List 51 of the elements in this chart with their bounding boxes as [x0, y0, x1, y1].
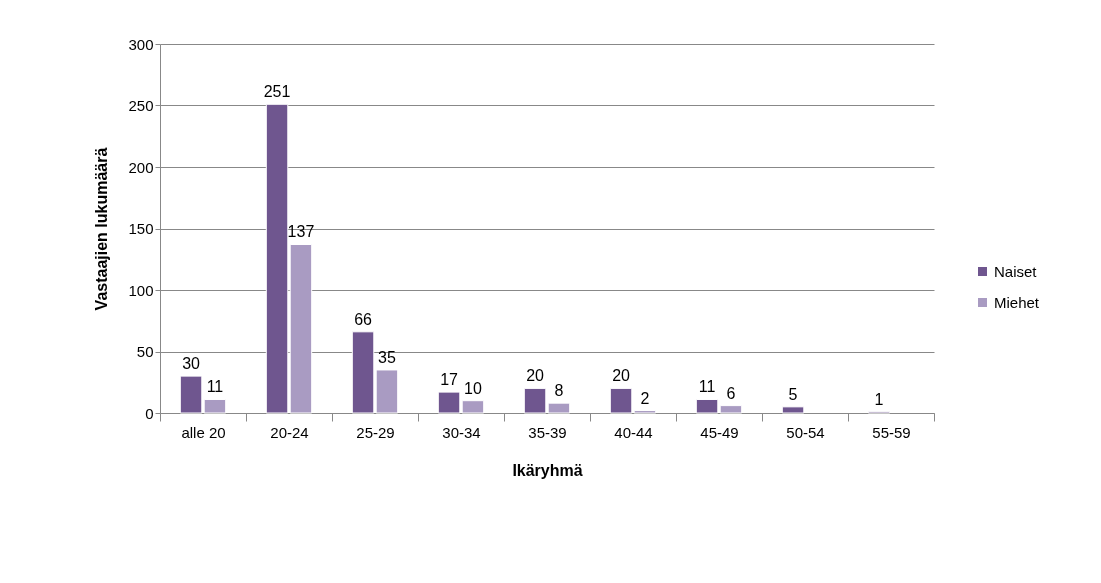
- bar: [547, 402, 571, 414]
- data-label: 1: [874, 390, 884, 408]
- bar: [695, 398, 719, 414]
- data-label: 137: [287, 223, 315, 241]
- x-tick-label: 55-59: [872, 423, 911, 441]
- bar: [375, 369, 399, 414]
- y-axis-title: Vastaajien lukumäärä: [93, 147, 111, 311]
- y-tick-label: 0: [145, 404, 154, 422]
- x-axis-title: Ikäryhmä: [512, 461, 583, 479]
- bar: [351, 331, 375, 414]
- data-label: 251: [263, 83, 291, 101]
- data-label: 11: [698, 378, 716, 396]
- y-tick-label: 300: [128, 35, 154, 53]
- bar: [633, 410, 657, 414]
- legend-label: Naiset: [994, 262, 1038, 280]
- y-tick-label: 100: [128, 281, 154, 299]
- bar: [609, 387, 633, 414]
- data-label: 20: [612, 367, 631, 385]
- bar: [781, 406, 805, 414]
- data-label: 8: [554, 382, 564, 400]
- x-tick-label: alle 20: [181, 423, 226, 441]
- data-label: 20: [526, 367, 545, 385]
- bar: [265, 103, 289, 414]
- data-label: 5: [788, 385, 798, 403]
- data-label: 2: [640, 389, 650, 407]
- bar: [461, 400, 485, 414]
- data-label: 11: [206, 378, 224, 396]
- y-tick-label: 200: [128, 158, 154, 176]
- legend-label: Miehet: [994, 293, 1040, 311]
- x-tick-label: 45-49: [700, 423, 739, 441]
- bar: [523, 387, 547, 414]
- bar: [179, 375, 203, 414]
- data-label: 35: [378, 348, 396, 366]
- x-tick-label: 35-39: [528, 423, 567, 441]
- bar: [719, 405, 743, 414]
- bar: [203, 398, 227, 414]
- bar: [437, 391, 461, 414]
- x-tick-label: 40-44: [614, 423, 653, 441]
- data-label: 6: [726, 384, 736, 402]
- y-tick-label: 250: [128, 97, 154, 114]
- y-tick-label: 150: [128, 220, 154, 237]
- bar: [289, 243, 313, 414]
- data-label: 17: [440, 371, 459, 389]
- data-label: 30: [182, 355, 201, 373]
- data-label: 10: [464, 379, 482, 397]
- x-tick-label: 50-54: [786, 423, 825, 441]
- y-tick-label: 50: [136, 343, 154, 360]
- x-tick-label: 20-24: [270, 423, 309, 441]
- x-tick-label: 30-34: [442, 423, 481, 441]
- data-label: 66: [354, 310, 373, 328]
- x-tick-label: 25-29: [356, 423, 395, 441]
